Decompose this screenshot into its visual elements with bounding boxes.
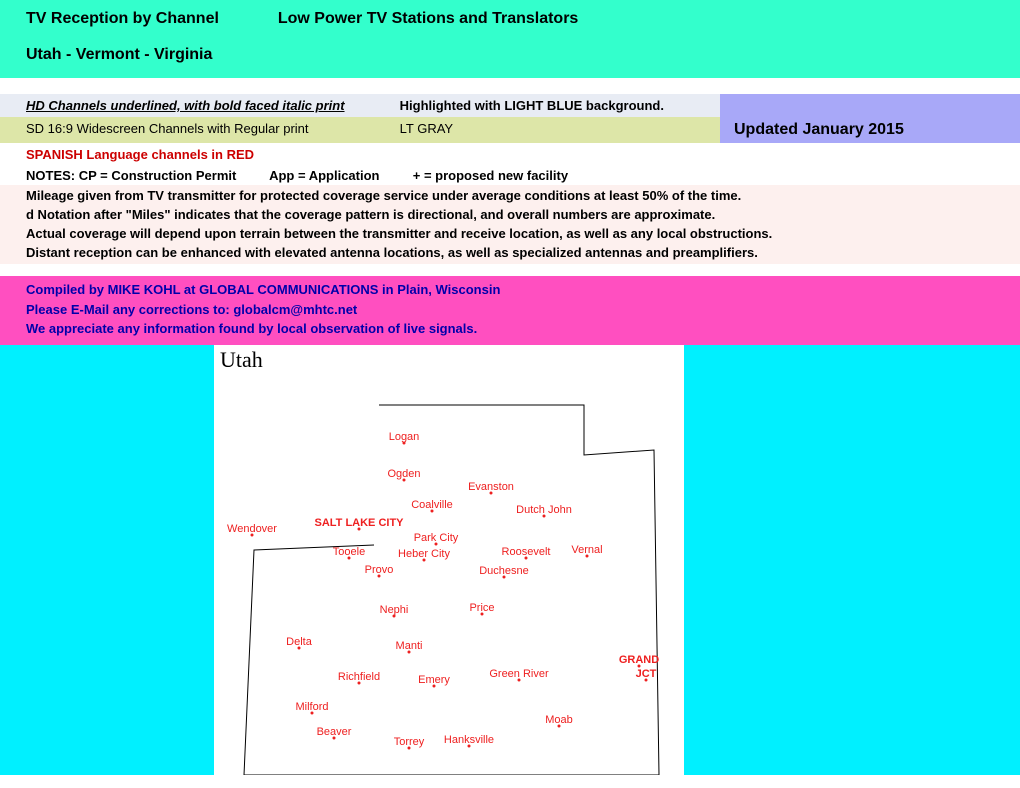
header-subtitle: Utah - Vermont - Virginia bbox=[26, 46, 994, 64]
header-block: TV Reception by Channel Low Power TV Sta… bbox=[0, 0, 1020, 78]
notes-app: App = Application bbox=[269, 168, 379, 183]
city-label: Duchesne bbox=[479, 565, 529, 577]
compiled-block: Compiled by MIKE KOHL at GLOBAL COMMUNIC… bbox=[0, 276, 1020, 345]
city-label: Park City bbox=[414, 532, 459, 544]
map-right-bg bbox=[684, 345, 1020, 775]
city-label: Nephi bbox=[380, 604, 409, 616]
city-label: Delta bbox=[286, 636, 313, 648]
legend-sd-label: SD 16:9 Widescreen Channels with Regular… bbox=[26, 121, 396, 136]
map-section: Utah LoganOgdenEvanstonCoalvilleDutch Jo… bbox=[0, 345, 1020, 775]
city-label: Tooele bbox=[333, 546, 365, 558]
notes-cp: NOTES: CP = Construction Permit bbox=[26, 168, 236, 183]
map-cities-group: Logan Ogden Evanston Coalville Dutch John Wen… bbox=[227, 431, 659, 750]
city-label: Dutch John bbox=[516, 504, 572, 516]
map-outline bbox=[244, 405, 659, 775]
city-label: Coalville bbox=[411, 499, 453, 511]
legend-row-hd: HD Channels underlined, with bold faced … bbox=[0, 94, 1020, 117]
city-label: Heber City bbox=[398, 548, 450, 560]
city-label: Moab bbox=[545, 714, 573, 726]
notes-body: Mileage given from TV transmitter for pr… bbox=[0, 185, 1020, 264]
spacer bbox=[0, 78, 1020, 94]
city-label: GRAND bbox=[619, 654, 659, 666]
notes-definitions: NOTES: CP = Construction Permit App = Ap… bbox=[0, 166, 1020, 185]
legend-hd-note: Highlighted with LIGHT BLUE background. bbox=[400, 98, 664, 113]
legend-updated-label: Updated January 2015 bbox=[720, 117, 1020, 143]
header-title-left: TV Reception by Channel bbox=[26, 10, 219, 27]
notes-body-4: Distant reception can be enhanced with e… bbox=[26, 244, 994, 263]
map-canvas: Utah LoganOgdenEvanstonCoalvilleDutch Jo… bbox=[214, 345, 684, 775]
city-label: Vernal bbox=[571, 544, 602, 556]
city-label: Price bbox=[469, 602, 494, 614]
header-title-line: TV Reception by Channel Low Power TV Sta… bbox=[26, 10, 994, 28]
city-label: Roosevelt bbox=[502, 546, 551, 558]
city-label: Logan bbox=[389, 431, 420, 443]
city-label: Torrey bbox=[394, 736, 425, 748]
legend-hd-cell: HD Channels underlined, with bold faced … bbox=[0, 94, 720, 117]
legend-sd-note: LT GRAY bbox=[400, 121, 453, 136]
city-label: Ogden bbox=[387, 468, 420, 480]
city-label: Evanston bbox=[468, 481, 514, 493]
legend-spanish-label: SPANISH Language channels in RED bbox=[0, 143, 1020, 166]
city-label: Provo bbox=[365, 564, 394, 576]
city-label: Emery bbox=[418, 674, 450, 686]
legend-updated-top-pad bbox=[720, 94, 1020, 117]
compiled-line-2: Please E-Mail any corrections to: global… bbox=[26, 300, 994, 320]
compiled-line-3: We appreciate any information found by l… bbox=[26, 319, 994, 339]
legend-sd-cell: SD 16:9 Widescreen Channels with Regular… bbox=[0, 117, 720, 143]
map-svg: Logan Ogden Evanston Coalville Dutch John Wen… bbox=[214, 345, 684, 775]
legend-hd-label: HD Channels underlined, with bold faced … bbox=[26, 98, 396, 113]
city-label: Green River bbox=[489, 668, 549, 680]
compiled-line-1: Compiled by MIKE KOHL at GLOBAL COMMUNIC… bbox=[26, 280, 994, 300]
city-label: Wendover bbox=[227, 523, 277, 535]
notes-plus: + = proposed new facility bbox=[413, 168, 568, 183]
city-label: JCT bbox=[636, 668, 657, 680]
city-label: Manti bbox=[396, 640, 423, 652]
header-title-right: Low Power TV Stations and Translators bbox=[278, 10, 579, 27]
city-label: Hanksville bbox=[444, 734, 494, 746]
city-label: Beaver bbox=[317, 726, 352, 738]
map-left-bg bbox=[0, 345, 214, 775]
city-label: Richfield bbox=[338, 671, 380, 683]
city-label: Milford bbox=[295, 701, 328, 713]
notes-body-2: d Notation after "Miles" indicates that … bbox=[26, 206, 994, 225]
notes-body-3: Actual coverage will depend upon terrain… bbox=[26, 225, 994, 244]
legend-row-sd: SD 16:9 Widescreen Channels with Regular… bbox=[0, 117, 1020, 143]
notes-body-1: Mileage given from TV transmitter for pr… bbox=[26, 187, 994, 206]
city-label: SALT LAKE CITY bbox=[314, 517, 404, 529]
